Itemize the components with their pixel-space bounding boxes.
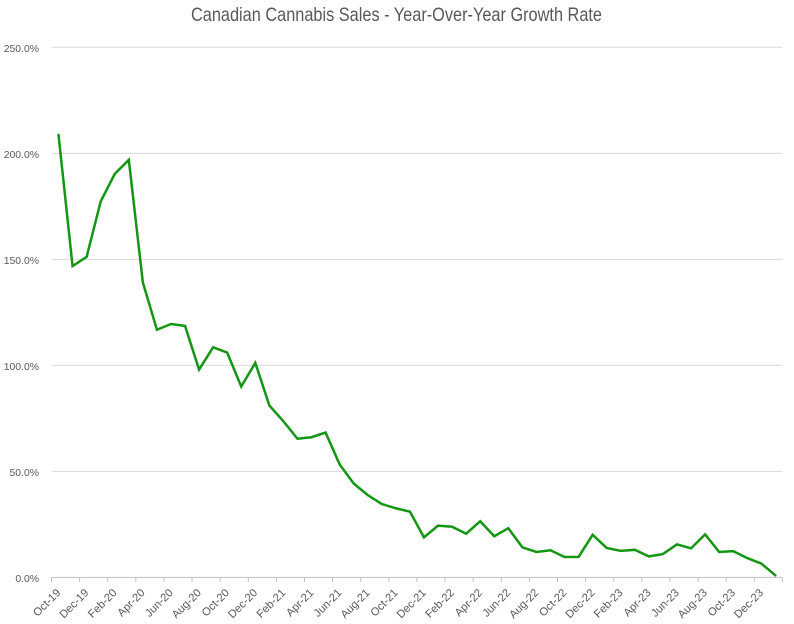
svg-text:150.0%: 150.0% — [4, 256, 39, 267]
svg-text:200.0%: 200.0% — [4, 150, 39, 161]
svg-text:100.0%: 100.0% — [4, 362, 39, 373]
svg-text:250.0%: 250.0% — [4, 44, 39, 55]
svg-text:0.0%: 0.0% — [15, 574, 39, 585]
svg-text:Canadian Cannabis Sales - Year: Canadian Cannabis Sales - Year-Over-Year… — [191, 4, 602, 26]
svg-text:50.0%: 50.0% — [10, 468, 39, 479]
